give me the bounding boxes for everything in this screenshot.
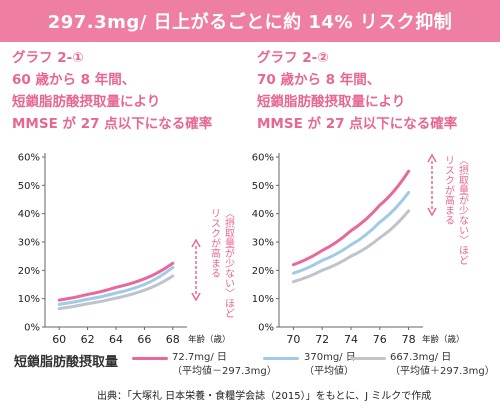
chart-2-x-tick-label: 78 <box>402 333 416 346</box>
source-note: 出典：「大塚礼 日本栄養・食糧学会誌（2015）」をもとに、J ミルクで作成 <box>97 391 432 402</box>
chart-1-annotation-line2: リスクが高まる <box>209 208 221 278</box>
legend-item-mid: 370mg/ 日 （平均値） <box>304 351 356 379</box>
chart-2-series-line <box>291 169 411 267</box>
chart-2-x-tick-label: 70 <box>286 333 300 346</box>
legend-high-value: 667.3mg/ 日 <box>390 352 452 363</box>
graph-2-line3: MMSE が 27 点以下になる確率 <box>257 116 458 132</box>
chart-2-arrow-up-icon <box>427 153 437 163</box>
chart-1-series-line <box>57 266 175 306</box>
chart-2-y-tick-label: 30% <box>252 238 274 249</box>
chart-1-y-tick-label: 0% <box>24 323 40 334</box>
legend-swatch-high <box>350 357 386 360</box>
legend-swatch-low <box>132 357 168 360</box>
chart-1-arrow-down-icon <box>191 292 201 302</box>
graph-1-line1: 60 歳から 8 年間、 <box>12 72 136 88</box>
chart-2-y-tick-label: 60% <box>252 153 274 164</box>
graph-2-label: グラフ 2-② <box>257 50 329 66</box>
chart-2-x-tick-label: 76 <box>373 333 387 346</box>
chart-1-x-tick-label: 64 <box>109 333 123 346</box>
chart-2-x-tick-label: 72 <box>315 333 329 346</box>
graph-2-line1: 70 歳から 8 年間、 <box>257 72 381 88</box>
chart-1-x-tick-label: 68 <box>166 333 180 346</box>
chart-2-annotation-line2: リスクが高まる <box>443 155 455 225</box>
chart-2-y-tick-label: 0% <box>258 323 274 334</box>
chart-1-y-tick-label: 40% <box>18 209 40 220</box>
chart-2-arrow-down-icon <box>427 207 437 217</box>
chart-2-series-line <box>291 190 411 275</box>
chart-1-y-tick-label: 30% <box>18 238 40 249</box>
graph-2-line2: 短鎖脂肪酸摂取量により <box>257 94 406 110</box>
chart-1-series-line <box>57 261 175 302</box>
graph-2-caption: グラフ 2-② 70 歳から 8 年間、 短鎖脂肪酸摂取量により MMSE が … <box>257 47 457 135</box>
chart-1-y-tick-label: 20% <box>18 266 40 277</box>
legend-mid-note: （平均値） <box>304 366 354 377</box>
chart-2-y-tick-label: 40% <box>252 209 274 220</box>
page-title: 297.3mg/ 日上がるごとに約 14% リスク抑制 <box>0 0 500 42</box>
chart-1-arrow-up-icon <box>191 238 201 248</box>
chart-2-y-tick-label: 10% <box>252 294 274 305</box>
graph-1-caption: グラフ 2-① 60 歳から 8 年間、 短鎖脂肪酸摂取量により MMSE が … <box>12 47 212 135</box>
legend-item-low: 72.7mg/ 日 （平均値－297.3mg） <box>172 351 277 379</box>
chart-1-y-tick-label: 60% <box>18 153 40 164</box>
chart-1-x-tick-label: 60 <box>52 333 66 346</box>
chart-1-series-line <box>57 274 175 311</box>
chart-1-annotation-line1: 〈摂取量が少ない〉ほど <box>223 208 235 318</box>
chart-2-annotation-line1: 〈摂取量が少ない〉ほど <box>457 155 469 265</box>
legend-low-note: （平均値－297.3mg） <box>172 366 277 377</box>
legend-mid-value: 370mg/ 日 <box>304 352 356 363</box>
graph-1-label: グラフ 2-① <box>12 50 84 66</box>
chart-1-y-tick-label: 10% <box>18 294 40 305</box>
chart-2-x-tick-label: 74 <box>344 333 358 346</box>
legend-item-high: 667.3mg/ 日 （平均値＋297.3mg） <box>390 351 495 379</box>
chart-2-x-axis-label: 年齢（歳） <box>422 334 465 345</box>
chart-2-y-tick-label: 20% <box>252 266 274 277</box>
chart-2-series-line <box>291 209 411 284</box>
legend-swatch-mid <box>263 357 299 360</box>
graph-1-line2: 短鎖脂肪酸摂取量により <box>12 94 161 110</box>
graph-1-line3: MMSE が 27 点以下になる確率 <box>12 116 213 132</box>
legend-title: 短鎖脂肪酸摂取量 <box>14 355 119 370</box>
chart-1-x-axis-label: 年齢（歳） <box>188 334 231 345</box>
chart-1-y-tick-label: 50% <box>18 181 40 192</box>
chart-2-y-tick-label: 50% <box>252 181 274 192</box>
chart-1-x-tick-label: 62 <box>81 333 95 346</box>
legend-high-note: （平均値＋297.3mg） <box>390 366 495 377</box>
legend-low-value: 72.7mg/ 日 <box>172 352 227 363</box>
chart-1-x-tick-label: 66 <box>137 333 151 346</box>
